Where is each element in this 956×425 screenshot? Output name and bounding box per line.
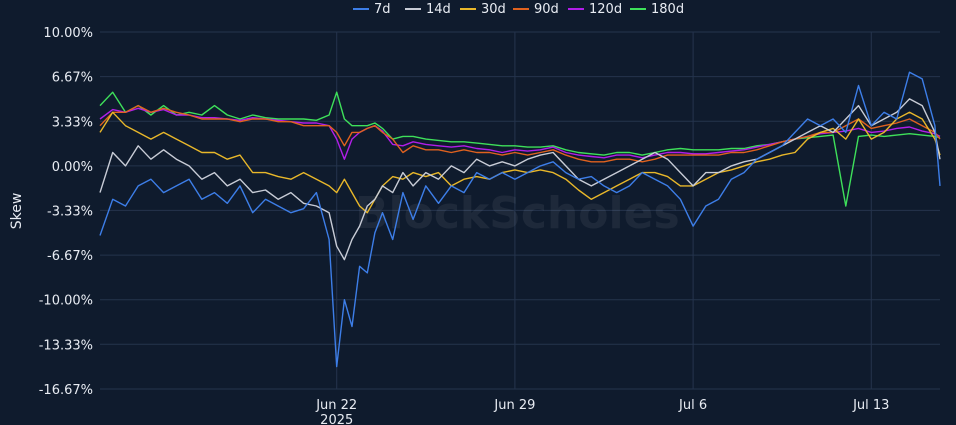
legend-label: 7d	[374, 2, 391, 17]
series-line-14d	[99, 98, 941, 261]
x-tick-label: Jul 13	[852, 398, 889, 413]
legend-label: 120d	[589, 2, 622, 17]
legend-item-7d[interactable]: 7d	[353, 2, 391, 17]
legend-item-90d[interactable]: 90d	[513, 2, 559, 17]
y-tick-label: 10.00%	[43, 26, 93, 41]
y-axis-ticks: 10.00% 6.67% 3.33% 0.00% -3.33% -6.67% -10.00%…	[39, 26, 93, 398]
y-axis-title: Skew	[9, 193, 25, 230]
x-tick-label: Jun 29	[493, 398, 535, 413]
x-tick-sublabel: 2025	[320, 413, 353, 425]
y-tick-label: 0.00%	[52, 160, 93, 175]
legend-label: 90d	[534, 2, 559, 17]
y-tick-label: -6.67%	[47, 249, 93, 264]
legend-item-30d[interactable]: 30d	[460, 2, 506, 17]
x-tick-label: Jul 6	[678, 398, 707, 413]
y-tick-label: -16.67%	[39, 383, 93, 398]
y-tick-label: -3.33%	[47, 204, 93, 219]
series-line-7d	[99, 71, 941, 368]
series-line-90d	[99, 104, 941, 163]
x-tick-label: Jun 22	[315, 398, 357, 413]
legend-item-180d[interactable]: 180d	[630, 2, 684, 17]
legend-item-120d[interactable]: 120d	[568, 2, 622, 17]
watermark: BlockScholes	[355, 188, 680, 239]
legend-label: 180d	[651, 2, 684, 17]
y-tick-label: 3.33%	[52, 115, 93, 130]
y-tick-label: -10.00%	[39, 294, 93, 309]
y-tick-label: -13.33%	[39, 338, 93, 353]
legend-label: 14d	[426, 2, 451, 17]
legend: 7d 14d 30d 90d 120d 180d	[353, 2, 684, 17]
y-tick-label: 6.67%	[52, 71, 93, 86]
legend-item-14d[interactable]: 14d	[405, 2, 451, 17]
series-lines	[99, 71, 941, 368]
legend-label: 30d	[481, 2, 506, 17]
